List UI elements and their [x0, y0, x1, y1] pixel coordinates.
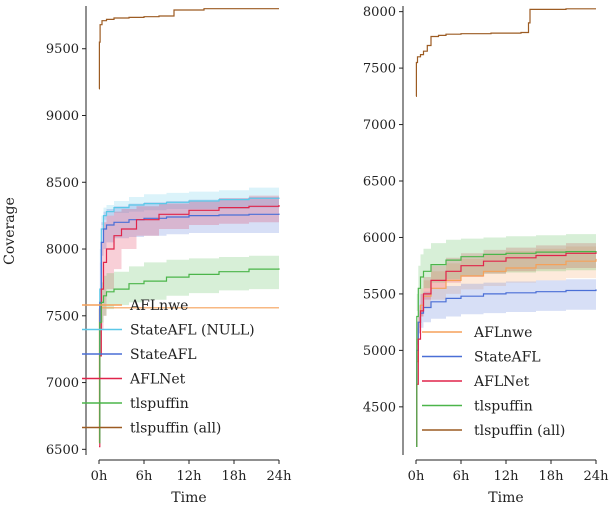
y-tick-label: 8500: [46, 176, 79, 191]
legend-label-stateafl-null: StateAFL (NULL): [130, 323, 255, 339]
series-line-aflnet: [416, 252, 597, 447]
band-aflnwe: [416, 245, 596, 447]
legend-label-tlspuffin-all: tlspuffin (all): [130, 421, 221, 437]
x-tick-label: 6h: [453, 469, 470, 484]
x-tick-label: 0h: [408, 469, 425, 484]
x-axis-label: Time: [488, 490, 523, 506]
legend-label-tlspuffin-all: tlspuffin (all): [474, 423, 565, 439]
legend-label-aflnwe: AFLnwe: [473, 325, 532, 341]
x-tick-label: 24h: [267, 469, 293, 484]
legend-label-stateafl: StateAFL: [130, 347, 197, 363]
legend: AFLnwe StateAFL AFLNet tlspuffin tlspuffin (…: [422, 325, 565, 439]
band-stateafl-null: [99, 186, 279, 436]
y-tick-label: 7000: [46, 376, 79, 391]
band-tlspuffin: [416, 233, 596, 447]
x-tick-label: 12h: [177, 469, 203, 484]
y-tick-label: 4500: [363, 400, 396, 415]
x-tick-label: 12h: [494, 469, 520, 484]
y-tick-label: 7500: [363, 62, 396, 77]
y-tick-label: 5000: [363, 344, 396, 359]
legend-label-aflnet: AFLNet: [473, 374, 530, 390]
right-chart: 4500 5000 5500 6000 6500 7000 7500 8000 0h 6h 12h 1…: [363, 5, 609, 506]
y-tick-label: 7000: [363, 118, 396, 133]
x-tick-label: 6h: [136, 469, 153, 484]
y-tick-label: 6500: [46, 443, 79, 458]
y-axis-label: Coverage: [2, 197, 18, 265]
x-tick-label: 0h: [91, 469, 108, 484]
series-line-aflnet: [99, 205, 280, 448]
y-tick-label: 8000: [46, 243, 79, 258]
series-line-tlspuffin-all: [415, 8, 596, 97]
x-tick-label: 18h: [222, 469, 248, 484]
y-tick-label: 9500: [46, 42, 79, 57]
legend-label-aflnwe: AFLnwe: [129, 298, 188, 314]
y-tick-label: 6000: [363, 231, 396, 246]
band-aflnet: [416, 242, 596, 447]
y-tick-label: 7500: [46, 309, 79, 324]
y-tick-label: 5500: [363, 287, 396, 302]
legend-label-stateafl: StateAFL: [474, 350, 541, 366]
legend-label-tlspuffin: tlspuffin: [130, 396, 189, 412]
series-line-stateafl-null: [99, 197, 280, 437]
band-stateafl: [99, 195, 279, 443]
left-chart: 6500 7000 7500 8000 8500 9000 9500 0h 6h 12h 18h 24…: [2, 6, 292, 506]
y-tick-label: 9000: [46, 109, 79, 124]
y-tick-label: 6500: [363, 175, 396, 190]
x-axis-label: Time: [171, 490, 206, 506]
band-aflnet: [99, 194, 279, 453]
legend-label-aflnet: AFLNet: [129, 372, 186, 388]
series-line-tlspuffin: [99, 268, 280, 444]
series-line-tlspuffin: [416, 251, 597, 447]
legend: AFLnwe StateAFL (NULL) StateAFL AFLNet tlspu…: [82, 298, 255, 437]
y-tick-label: 8000: [363, 5, 396, 20]
band-stateafl: [416, 278, 596, 447]
legend-label-tlspuffin: tlspuffin: [474, 399, 533, 415]
series-line-tlspuffin-all: [98, 8, 279, 90]
series-line-stateafl: [99, 213, 280, 444]
band-tlspuffin: [99, 254, 279, 443]
plot-area: [98, 8, 280, 453]
x-tick-label: 18h: [539, 469, 565, 484]
x-tick-label: 24h: [584, 469, 610, 484]
series-line-stateafl: [416, 289, 597, 447]
plot-area: [415, 8, 597, 447]
